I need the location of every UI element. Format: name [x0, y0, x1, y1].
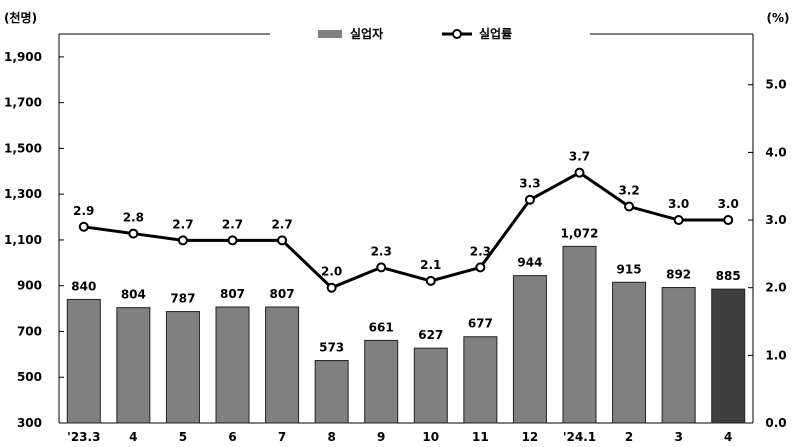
line-group [78, 167, 734, 293]
x-tick-label: 7 [278, 430, 286, 444]
rate-point [624, 201, 635, 212]
rate-value-label: 2.1 [420, 258, 441, 272]
legend: 실업자 실업률 [318, 26, 512, 41]
bar-value-label: 573 [319, 341, 344, 355]
rate-value-label: 2.8 [123, 211, 144, 225]
bar-value-label: 885 [716, 269, 741, 283]
rate-value-label: 3.7 [569, 150, 590, 164]
rate-value-label: 3.3 [519, 177, 540, 191]
bar-value-label: 1,072 [561, 226, 599, 240]
bar [215, 306, 250, 424]
rate-point [425, 275, 436, 286]
x-tick-label: '24.1 [563, 430, 596, 444]
left-tick-label: 1,900 [4, 50, 42, 64]
bar-value-label: 840 [71, 279, 96, 293]
rate-value-label: 2.7 [222, 217, 243, 231]
bar [265, 306, 300, 424]
right-tick-label: 4.0 [765, 145, 786, 159]
rate-point [376, 262, 387, 273]
rate-value-label: 2.0 [321, 265, 342, 279]
bar-value-label: 892 [666, 268, 691, 282]
bar-value-label: 677 [468, 317, 493, 331]
rate-value-label: 2.9 [73, 204, 94, 218]
bar [116, 307, 151, 424]
rate-point [277, 235, 288, 246]
bar-value-label: 915 [617, 262, 642, 276]
x-tick-label: '23.3 [67, 430, 100, 444]
rate-value-label: 2.7 [271, 217, 292, 231]
rate-line [83, 170, 729, 290]
x-tick-label: 6 [228, 430, 236, 444]
left-tick-label: 900 [17, 279, 42, 293]
x-tick-label: 2 [625, 430, 633, 444]
bar-value-label: 661 [369, 320, 394, 334]
legend-item-unemployed: 실업자 [350, 26, 383, 41]
bar [413, 347, 448, 424]
left-tick-label: 300 [17, 416, 42, 430]
left-tick-label: 500 [17, 370, 42, 384]
legend-marker-icon [452, 29, 462, 39]
bar [711, 288, 746, 424]
rate-value-label: 3.0 [718, 197, 739, 211]
x-tick-label: 5 [179, 430, 187, 444]
rate-point [128, 228, 139, 239]
rate-point [524, 194, 535, 205]
right-tick-label: 3.0 [765, 213, 786, 227]
rate-value-label: 2.3 [371, 244, 392, 258]
rate-value-label: 3.0 [668, 197, 689, 211]
rate-point [326, 282, 337, 293]
left-tick-label: 1,300 [4, 187, 42, 201]
labels-group: 840 804 787 807 807 573 661 627 677 944 1,072 915 89… [71, 150, 740, 355]
bar [66, 298, 101, 424]
left-axis-unit: (천명) [4, 10, 37, 25]
right-tick-label: 2.0 [765, 281, 786, 295]
bar [364, 339, 399, 424]
bar-value-label: 787 [170, 292, 195, 306]
rate-point [78, 221, 89, 232]
x-tick-label: 8 [327, 430, 335, 444]
right-tick-label: 5.0 [765, 78, 786, 92]
left-tick-label: 1,700 [4, 96, 42, 110]
left-tick-label: 1,500 [4, 141, 42, 155]
bar-value-label: 627 [418, 328, 443, 342]
rate-point [574, 167, 585, 178]
bar-value-label: 807 [270, 287, 295, 301]
rate-value-label: 3.2 [618, 184, 639, 198]
bar [165, 311, 200, 424]
x-tick-label: 12 [522, 430, 539, 444]
rate-value-label: 2.7 [172, 217, 193, 231]
plot-frame: 300 500 700 900 1,100 1,300 1,500 1,700 1,900 0.0… [4, 33, 787, 444]
right-tick-label: 1.0 [765, 348, 786, 362]
bar [612, 281, 647, 424]
right-axis-unit: (%) [767, 11, 790, 25]
bars-group [66, 245, 746, 424]
right-tick-label: 0.0 [765, 416, 786, 430]
rate-point [227, 235, 238, 246]
rate-point [673, 215, 684, 226]
bar [512, 275, 547, 424]
left-tick-label: 700 [17, 324, 42, 338]
rate-point [723, 215, 734, 226]
bar-value-label: 804 [121, 288, 146, 302]
x-tick-label: 4 [129, 430, 137, 444]
left-tick-label: 1,100 [4, 233, 42, 247]
x-tick-label: 3 [674, 430, 682, 444]
rate-point [475, 262, 486, 273]
bar-value-label: 807 [220, 287, 245, 301]
bar [661, 287, 696, 424]
rate-value-label: 2.3 [470, 244, 491, 258]
x-tick-label: 10 [422, 430, 439, 444]
rate-point [177, 235, 188, 246]
x-tick-label: 4 [724, 430, 732, 444]
x-tick-label: 11 [472, 430, 489, 444]
bar [463, 336, 498, 424]
legend-bar-swatch [318, 30, 342, 38]
x-tick-label: 9 [377, 430, 385, 444]
bar-value-label: 944 [517, 256, 542, 270]
bar [314, 360, 349, 424]
bar [562, 245, 597, 424]
legend-item-rate: 실업률 [479, 26, 512, 41]
